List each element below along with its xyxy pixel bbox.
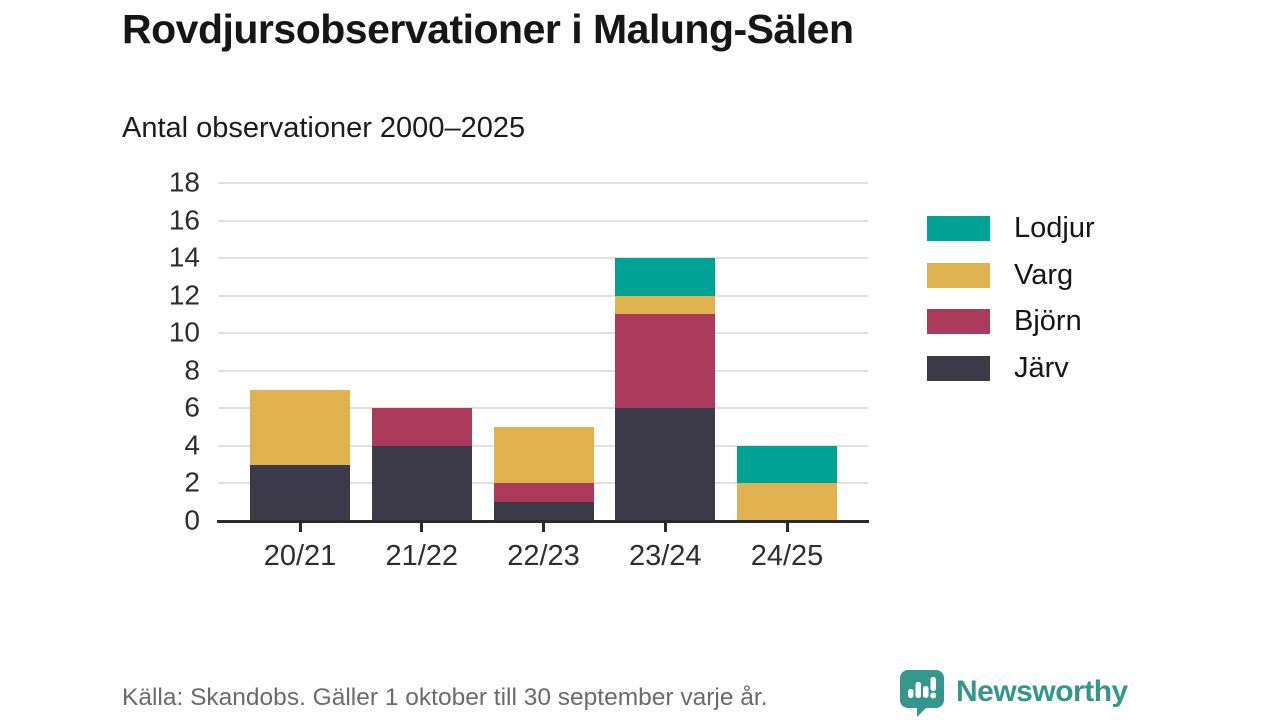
bar-segment — [493, 502, 594, 521]
y-tick-label: 6 — [184, 391, 200, 423]
bar-segment — [737, 483, 837, 521]
newsworthy-logo-icon — [900, 670, 944, 717]
chart-subtitle: Antal observationer 2000–2025 — [122, 112, 526, 144]
x-tick-mark — [785, 522, 789, 532]
newsworthy-logo[interactable]: Newsworthy — [899, 669, 1128, 718]
x-tick-label: 20/21 — [263, 540, 337, 572]
legend-label: Björn — [1014, 305, 1082, 337]
y-tick-label: 0 — [184, 504, 200, 536]
gridline — [218, 294, 868, 297]
y-tick-label: 12 — [168, 279, 200, 311]
x-tick-mark — [298, 522, 302, 532]
gridline — [218, 219, 868, 222]
x-tick-mark — [542, 522, 545, 532]
gridline — [218, 257, 868, 260]
legend-row: Björn — [927, 307, 1095, 336]
legend-label: Varg — [1014, 258, 1074, 291]
y-tick-label: 8 — [184, 354, 200, 386]
y-tick-label: 2 — [184, 466, 200, 498]
x-tick-label: 22/23 — [507, 540, 580, 572]
newsworthy-brand-text[interactable]: Newsworthy — [956, 675, 1128, 708]
bar-segment — [371, 408, 472, 446]
legend-row: Järv — [927, 351, 1095, 384]
legend-swatch — [927, 355, 990, 381]
bar-segment — [493, 427, 594, 484]
gridline — [218, 407, 868, 410]
bar-segment — [615, 408, 716, 521]
gridline — [218, 332, 868, 335]
legend-swatch — [927, 216, 990, 241]
bar-segment — [493, 483, 594, 503]
legend-swatch — [927, 262, 990, 288]
x-tick-mark — [663, 522, 667, 532]
bar-segment — [371, 445, 472, 521]
y-tick-label: 16 — [168, 203, 200, 235]
y-tick-label: 4 — [184, 429, 200, 461]
legend-label: Järv — [1014, 351, 1069, 384]
source-note: Källa: Skandobs. Gäller 1 oktober till 3… — [122, 684, 768, 711]
x-tick-mark — [420, 522, 424, 532]
legend-row: Varg — [927, 258, 1095, 291]
legend: Lodjur Varg Björn Järv — [927, 214, 1095, 400]
y-tick-label: 10 — [168, 316, 200, 348]
legend-label: Lodjur — [1014, 212, 1095, 244]
bar-segment — [615, 258, 716, 296]
y-tick-label: 18 — [168, 166, 200, 198]
legend-row: Lodjur — [927, 214, 1095, 243]
x-tick-label: 21/22 — [385, 540, 459, 572]
bar-segment — [250, 389, 350, 465]
bar-segment — [615, 314, 716, 409]
gridline — [218, 369, 868, 372]
x-tick-label: 24/25 — [750, 540, 824, 572]
bar-segment — [615, 295, 716, 315]
legend-swatch — [927, 309, 990, 334]
y-tick-label: 14 — [168, 241, 200, 273]
bar-segment — [737, 445, 837, 484]
x-axis-line — [217, 519, 869, 523]
bar-segment — [250, 464, 350, 521]
gridline — [218, 182, 868, 184]
page-title: Rovdjursobservationer i Malung-Sälen — [122, 6, 854, 52]
x-tick-label: 23/24 — [628, 540, 702, 572]
